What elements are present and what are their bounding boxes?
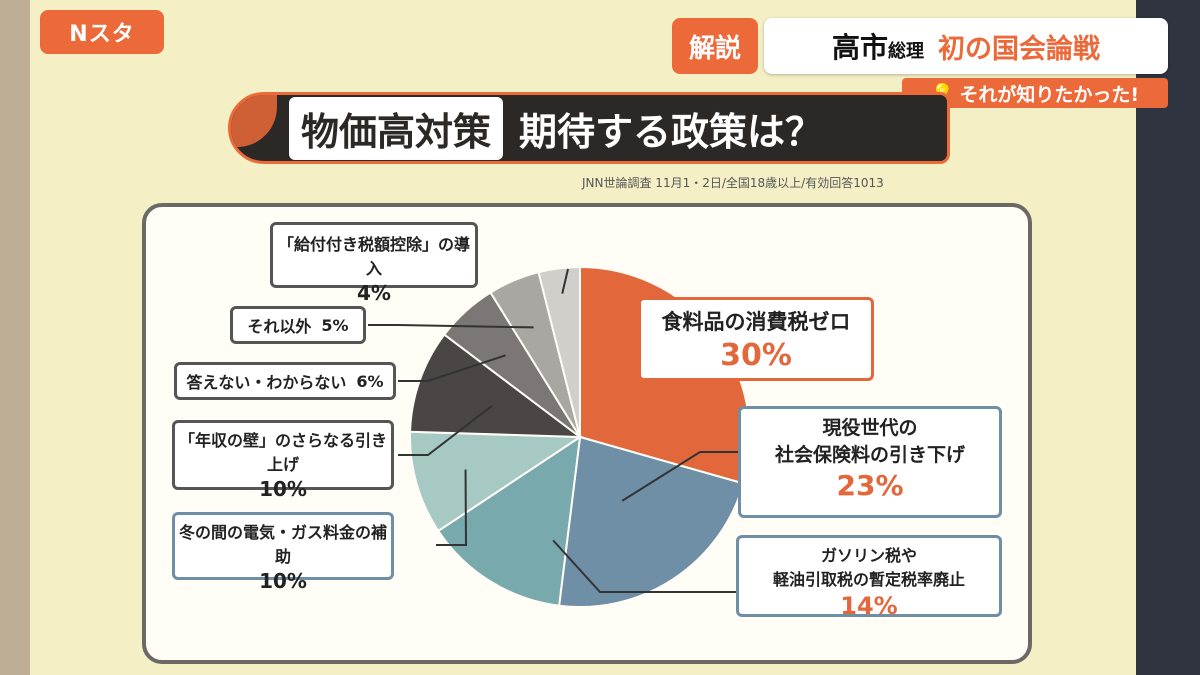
leader-line-6 (368, 324, 534, 329)
headline-name-title: 総理 (888, 41, 924, 62)
label-utility-subsidy: 冬の間の電気・ガス料金の補助 10% (172, 512, 394, 593)
chart-title-banner: 物価高対策 期待する政策は？ (228, 92, 950, 164)
label-social-insurance: 現役世代の 社会保険料の引き下げ 23% (738, 406, 1002, 518)
pie-slice-7 (537, 265, 581, 438)
pie-slice-1 (557, 435, 745, 608)
leader-line-5 (398, 354, 506, 382)
program-logo: Nスタ (40, 10, 164, 54)
tagline-text: それが知りたかった! (959, 83, 1140, 106)
leader-line-1 (621, 451, 738, 502)
label-tax-credit: 「給付付き税額控除」の導入 4% (270, 222, 478, 305)
leader-line-7 (561, 268, 569, 294)
label-gas-tax: ガソリン税や 軽油引取税の暫定税率廃止 14% (736, 535, 1002, 620)
background-right (1135, 0, 1200, 675)
survey-source: JNN世論調査 11月1・2日/全国18歳以上/有効回答1013 (582, 176, 884, 190)
pie-slice-3 (409, 430, 584, 533)
headline-box: 高市総理 初の国会論戦 (764, 18, 1168, 74)
label-no-answer: 答えない・わからない 6% (174, 362, 396, 400)
leader-line-2 (552, 539, 738, 593)
title-highlight: 物価高対策 (289, 96, 504, 160)
pie-slice-2 (436, 434, 582, 607)
leader-line-4 (398, 405, 493, 456)
label-food-tax-zero: 食料品の消費税ゼロ 30% (638, 297, 874, 381)
label-other: それ以外 5% (230, 306, 366, 344)
title-rest: 期待する政策は？ (519, 109, 824, 154)
headline-name: 高市総理 (831, 31, 924, 64)
label-income-wall: 「年収の壁」のさらなる引き上げ 10% (172, 420, 394, 501)
commentary-badge: 解説 (672, 18, 758, 74)
headline-topic: 初の国会論戦 (938, 33, 1100, 65)
leader-line-3 (436, 469, 468, 546)
